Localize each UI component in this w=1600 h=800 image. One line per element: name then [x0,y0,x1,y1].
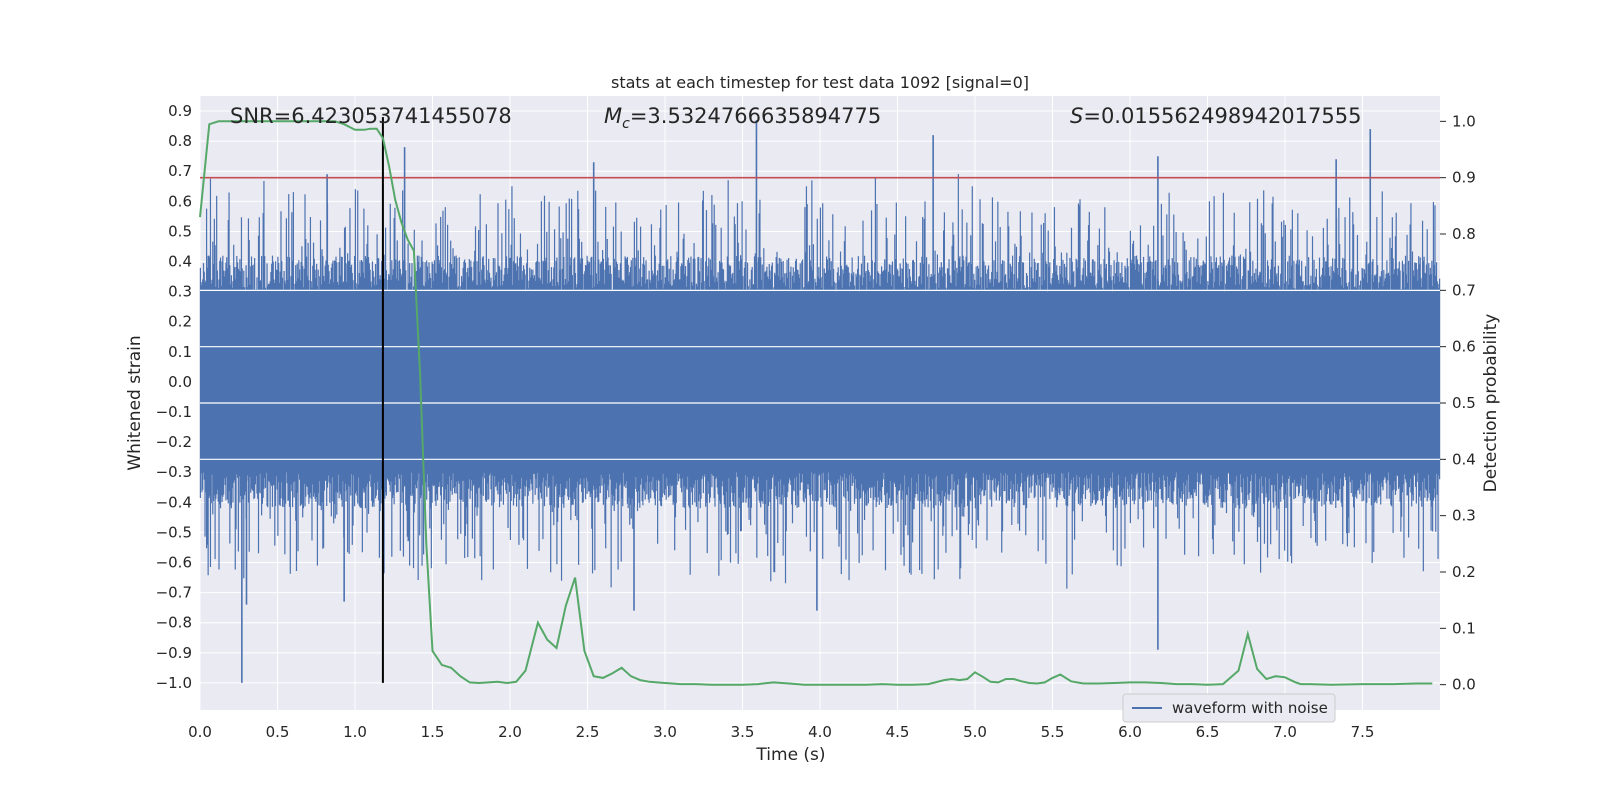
y-axis-label: Whitened strain [125,335,145,470]
y2-tick-label: 0.8 [1452,225,1476,243]
chirp-mass-symbol: M [604,104,622,128]
x-tick-label: 4.0 [808,723,832,741]
x-tick-label: 7.5 [1351,723,1375,741]
snr-annotation: SNR=6.423053741455078 [230,104,512,128]
s-symbol: S [1070,104,1083,128]
y2-tick-label: 0.4 [1452,450,1476,468]
x-tick-label: 2.5 [576,723,600,741]
s-value: =0.015562498942017555 [1083,104,1361,128]
x-tick-label: 0.0 [188,723,212,741]
y-tick-label: 0.6 [168,192,192,210]
y-tick-label: 0.2 [168,313,192,331]
x-tick-label: 5.5 [1041,723,1065,741]
x-tick-label: 4.5 [886,723,910,741]
x-tick-label: 5.0 [963,723,987,741]
y-tick-label: 0.0 [168,373,192,391]
y2-tick-label: 0.5 [1452,394,1476,412]
x-tick-label: 1.0 [343,723,367,741]
y2-tick-label: 0.7 [1452,281,1476,299]
x-tick-label: 0.5 [266,723,290,741]
overlay-lines [199,117,1440,686]
y2-tick-label: 0.6 [1452,338,1476,356]
x-tick-label: 3.0 [653,723,677,741]
y-tick-label: −0.2 [156,433,192,451]
detection-probability-line [199,120,1433,686]
legend: waveform with noise [1122,693,1336,723]
y-tick-label: 0.4 [168,253,192,271]
y2-tick-label: 0.0 [1452,676,1476,694]
y-tick-label: −0.4 [156,493,192,511]
y2-tick-label: 0.3 [1452,507,1476,525]
y-tick-label: −0.8 [156,614,192,632]
x-axis-label: Time (s) [755,745,825,765]
waveform-band [200,291,1440,473]
x-tick-label: 6.0 [1118,723,1142,741]
y-tick-label: −1.0 [156,674,192,692]
y-tick-label: −0.9 [156,644,192,662]
y-tick-label: −0.5 [156,523,192,541]
y2-tick-label: 0.1 [1452,619,1476,637]
y2-tick-label: 0.9 [1452,169,1476,187]
legend-label: waveform with noise [1172,699,1328,717]
y-axis-ticks: 0.9 0.8 0.7 0.6 0.5 0.4 0.3 0.2 0.1 0.0 −0.1 −0.2 −0… [156,102,192,692]
y-tick-label: 0.3 [168,283,192,301]
y-tick-label: −0.6 [156,554,192,572]
y2-tick-label: 1.0 [1452,112,1476,130]
y2-axis-label: Detection probability [1481,314,1501,493]
y-tick-label: 0.7 [168,162,192,180]
x-tick-label: 3.5 [731,723,755,741]
y2-axis-ticks: 1.0 0.9 0.8 0.7 0.6 0.5 0.4 0.3 0.2 0.1 0.0 [1440,112,1476,694]
y2-tick-label: 0.2 [1452,563,1476,581]
x-tick-label: 6.5 [1196,723,1220,741]
chirp-mass-annotation: Mc=3.5324766635894775 [604,104,881,132]
chirp-mass-subscript: c [622,116,630,132]
y-tick-label: 0.5 [168,222,192,240]
plot-title: stats at each timestep for test data 109… [611,73,1029,92]
x-tick-label: 1.5 [421,723,445,741]
y-tick-label: 0.8 [168,132,192,150]
y-tick-label: 0.1 [168,343,192,361]
y-tick-label: −0.7 [156,584,192,602]
x-axis-ticks: 0.0 0.5 1.0 1.5 2.0 2.5 3.0 3.5 4.0 4.5 5.0 5.5 6.0 6… [188,723,1374,741]
chirp-mass-value: =3.5324766635894775 [630,104,881,128]
x-tick-label: 2.0 [498,723,522,741]
waveform-with-noise-series [199,120,1441,683]
y-tick-label: −0.3 [156,463,192,481]
y-tick-label: −0.1 [156,403,192,421]
x-tick-label: 7.0 [1273,723,1297,741]
legend-box [1122,693,1336,723]
s-annotation: S=0.015562498942017555 [1070,104,1361,128]
y-tick-label: 0.9 [168,102,192,120]
